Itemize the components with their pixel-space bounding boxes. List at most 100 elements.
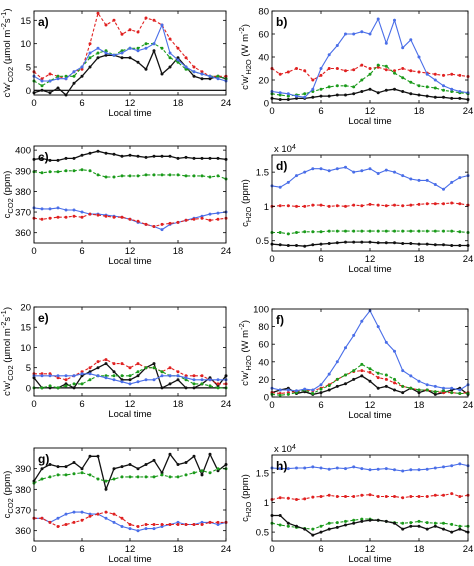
data-point <box>72 214 76 218</box>
data-point <box>216 520 220 524</box>
x-tick-label: 24 <box>463 106 474 117</box>
data-point <box>278 204 282 208</box>
x-tick-label: 24 <box>463 544 474 555</box>
data-point <box>286 388 290 392</box>
data-point <box>352 521 356 525</box>
data-point <box>48 207 52 211</box>
data-point <box>278 514 282 517</box>
data-point <box>128 56 132 60</box>
data-point <box>216 467 220 471</box>
data-point <box>433 390 437 394</box>
data-point <box>319 167 323 171</box>
data-point <box>96 512 100 516</box>
data-point <box>425 178 429 182</box>
data-point <box>144 155 148 159</box>
data-point <box>216 378 220 382</box>
data-point <box>409 177 413 181</box>
data-point <box>96 173 100 177</box>
y-tick-label: 20 <box>20 303 31 314</box>
data-point <box>295 231 298 234</box>
data-point <box>327 493 331 497</box>
panel-label: g) <box>38 452 49 466</box>
data-point <box>425 85 429 89</box>
data-point <box>327 94 331 98</box>
data-point <box>136 362 140 366</box>
data-point <box>409 468 413 472</box>
data-point <box>112 477 116 481</box>
data-point <box>376 65 380 69</box>
data-point <box>442 389 445 393</box>
y-tick-label: 0 <box>26 86 31 97</box>
data-point <box>120 374 124 378</box>
panel-label: e) <box>38 311 49 325</box>
data-point <box>368 167 372 171</box>
data-point <box>120 516 124 520</box>
data-point <box>344 84 347 88</box>
data-point <box>384 467 388 471</box>
data-point <box>360 362 364 366</box>
y-tick-label: 15 <box>20 323 31 334</box>
data-point <box>442 202 445 206</box>
data-point <box>425 383 429 387</box>
data-point <box>401 174 405 178</box>
panel-f: 0 6 12 18 24 0 20 40 60 80 100 Local time c'w'H2O (W… <box>237 305 473 422</box>
data-point <box>442 84 445 88</box>
data-point <box>128 527 132 531</box>
data-point <box>136 475 140 479</box>
data-point <box>56 516 60 520</box>
data-point <box>128 374 132 378</box>
data-point <box>335 377 339 381</box>
data-point <box>40 88 44 92</box>
data-point <box>192 454 196 458</box>
data-point <box>64 215 68 219</box>
data-point <box>104 510 108 514</box>
series-blue-line <box>271 309 469 392</box>
series-blue-line <box>33 23 227 82</box>
data-point <box>433 78 437 82</box>
data-point <box>88 212 92 216</box>
data-point <box>442 187 445 191</box>
data-point <box>425 72 429 76</box>
data-point <box>208 212 212 216</box>
data-point <box>128 378 132 382</box>
data-point <box>311 90 315 93</box>
data-point <box>376 467 380 471</box>
data-point <box>335 241 339 245</box>
data-point <box>216 74 220 78</box>
data-point <box>344 229 347 233</box>
x-tick-label: 6 <box>318 106 323 117</box>
plot-frame <box>33 10 227 96</box>
data-point <box>80 510 84 514</box>
data-point <box>40 171 44 175</box>
data-point <box>88 51 92 55</box>
panel-label: d) <box>276 159 287 173</box>
y-tick-label: 20 <box>258 375 269 386</box>
data-point <box>344 32 347 36</box>
data-point <box>200 523 204 526</box>
data-point <box>352 32 356 36</box>
data-point <box>458 96 462 100</box>
data-point <box>458 244 462 247</box>
data-point <box>384 495 388 498</box>
data-point <box>176 46 180 50</box>
data-point <box>450 492 454 496</box>
data-point <box>384 519 388 523</box>
x-tick-label: 24 <box>221 399 232 410</box>
x-tick-label: 18 <box>414 400 425 411</box>
data-point <box>152 49 156 53</box>
data-point <box>409 92 413 96</box>
data-point <box>368 229 372 233</box>
x-tick-label: 18 <box>414 254 425 265</box>
data-point <box>409 69 413 73</box>
data-point <box>80 168 84 172</box>
data-point <box>384 384 388 388</box>
data-point <box>458 202 462 206</box>
x-tick-label: 24 <box>463 400 474 411</box>
data-point <box>40 79 44 83</box>
x-axis-label: Local time <box>348 410 391 421</box>
data-point <box>112 512 116 516</box>
data-point <box>200 473 204 477</box>
data-point <box>360 493 364 497</box>
data-point <box>48 72 52 76</box>
data-point <box>335 360 339 364</box>
